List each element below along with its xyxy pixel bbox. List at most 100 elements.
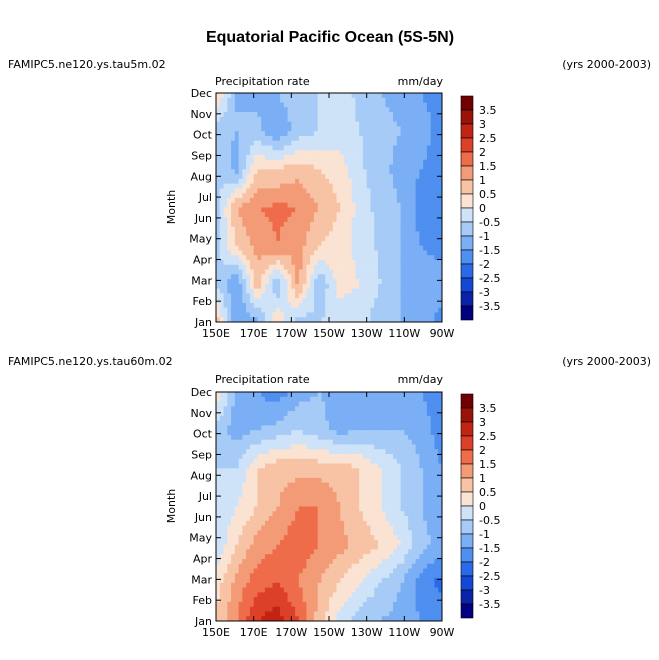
heatmap-cell xyxy=(374,107,379,113)
heatmap-cell xyxy=(249,401,255,407)
heatmap-cell xyxy=(408,159,413,165)
heatmap-cell xyxy=(332,121,337,127)
heatmap-cell xyxy=(340,226,345,232)
heatmap-cell xyxy=(280,145,285,151)
heatmap-cell xyxy=(359,535,364,541)
heatmap-cell xyxy=(261,473,266,479)
heatmap-cell xyxy=(249,221,255,227)
heatmap-cell xyxy=(340,449,345,455)
heatmap-cell xyxy=(347,245,352,251)
heatmap-cell xyxy=(389,463,394,469)
heatmap-cell xyxy=(423,255,428,261)
heatmap-cell xyxy=(268,392,273,398)
heatmap-cell xyxy=(426,544,432,550)
heatmap-cell xyxy=(291,116,296,123)
heatmap-cell xyxy=(264,183,270,189)
heatmap-cell xyxy=(438,401,442,407)
heatmap-cell xyxy=(261,250,266,256)
heatmap-cell xyxy=(419,188,424,194)
heatmap-cell xyxy=(340,212,345,218)
heatmap-cell xyxy=(381,516,386,522)
heatmap-cell xyxy=(321,477,326,484)
heatmap-cell xyxy=(374,159,379,165)
heatmap-cell xyxy=(325,283,330,289)
heatmap-cell xyxy=(310,202,315,208)
heatmap-cell xyxy=(419,473,424,479)
heatmap-cell xyxy=(219,126,224,132)
heatmap-cell xyxy=(223,188,228,194)
heatmap-cell xyxy=(408,463,413,469)
heatmap-cell xyxy=(430,298,435,304)
heatmap-cell xyxy=(287,463,292,469)
heatmap-cell xyxy=(362,487,368,493)
heatmap-cell xyxy=(374,116,379,123)
heatmap-cell xyxy=(381,116,386,123)
heatmap-cell xyxy=(295,102,300,108)
heatmap-cell xyxy=(423,302,428,309)
heatmap-cell xyxy=(295,212,300,218)
heatmap-cell xyxy=(404,193,409,199)
heatmap-cell xyxy=(313,525,319,531)
heatmap-cell xyxy=(404,126,409,132)
heatmap-cell xyxy=(434,487,439,493)
colorbar-label: 1 xyxy=(479,174,486,187)
heatmap-cell xyxy=(223,477,228,484)
heatmap-cell xyxy=(321,207,326,213)
heatmap-cell xyxy=(276,264,281,270)
heatmap-cell xyxy=(321,425,326,431)
heatmap-cell xyxy=(298,312,304,318)
heatmap-cell xyxy=(298,501,304,507)
heatmap-cell xyxy=(257,164,262,170)
heatmap-cell xyxy=(238,202,243,208)
heatmap-cell xyxy=(430,240,435,247)
heatmap-cell xyxy=(336,516,341,522)
heatmap-cell xyxy=(332,525,337,531)
heatmap-cell xyxy=(396,420,401,426)
heatmap-cell xyxy=(351,131,356,137)
heatmap-cell xyxy=(261,501,266,507)
heatmap-cell xyxy=(253,202,258,208)
heatmap-cell xyxy=(340,473,345,479)
heatmap-cell xyxy=(231,406,236,412)
heatmap-cell xyxy=(317,293,322,299)
heatmap-cell xyxy=(253,293,258,299)
heatmap-cell xyxy=(351,245,356,251)
heatmap-cell xyxy=(219,159,224,165)
heatmap-cell xyxy=(415,193,420,199)
heatmap-cell xyxy=(381,169,386,175)
heatmap-cell xyxy=(227,298,232,304)
heatmap-cell xyxy=(426,458,432,464)
heatmap-cell xyxy=(426,298,432,304)
heatmap-cell xyxy=(332,520,337,526)
heatmap-cell xyxy=(381,525,386,531)
heatmap-cell xyxy=(423,458,428,464)
heatmap-cell xyxy=(366,221,371,227)
heatmap-cell xyxy=(336,102,341,108)
heatmap-cell xyxy=(238,298,243,304)
heatmap-cell xyxy=(389,525,394,531)
heatmap-cell xyxy=(257,155,262,161)
heatmap-cell xyxy=(280,255,285,261)
heatmap-cell xyxy=(227,444,232,450)
heatmap-cell xyxy=(287,264,292,270)
heatmap-cell xyxy=(381,193,386,199)
heatmap-cell xyxy=(362,221,368,227)
heatmap-cell xyxy=(351,150,356,156)
heatmap-cell xyxy=(438,140,442,146)
heatmap-cell xyxy=(219,444,224,450)
heatmap-cell xyxy=(347,415,352,422)
heatmap-cell xyxy=(411,97,417,103)
heatmap-cell xyxy=(332,217,337,223)
heatmap-cell xyxy=(374,434,379,441)
heatmap-cell xyxy=(216,449,221,455)
heatmap-cell xyxy=(366,520,371,526)
heatmap-cell xyxy=(306,544,311,550)
heatmap-cell xyxy=(227,401,232,407)
heatmap-cell xyxy=(377,240,383,247)
heatmap-cell xyxy=(415,159,420,165)
heatmap-cell xyxy=(234,112,239,118)
heatmap-cell xyxy=(351,420,356,426)
heatmap-cell xyxy=(317,425,322,431)
heatmap-cell xyxy=(359,174,364,180)
heatmap-cell xyxy=(310,482,315,488)
